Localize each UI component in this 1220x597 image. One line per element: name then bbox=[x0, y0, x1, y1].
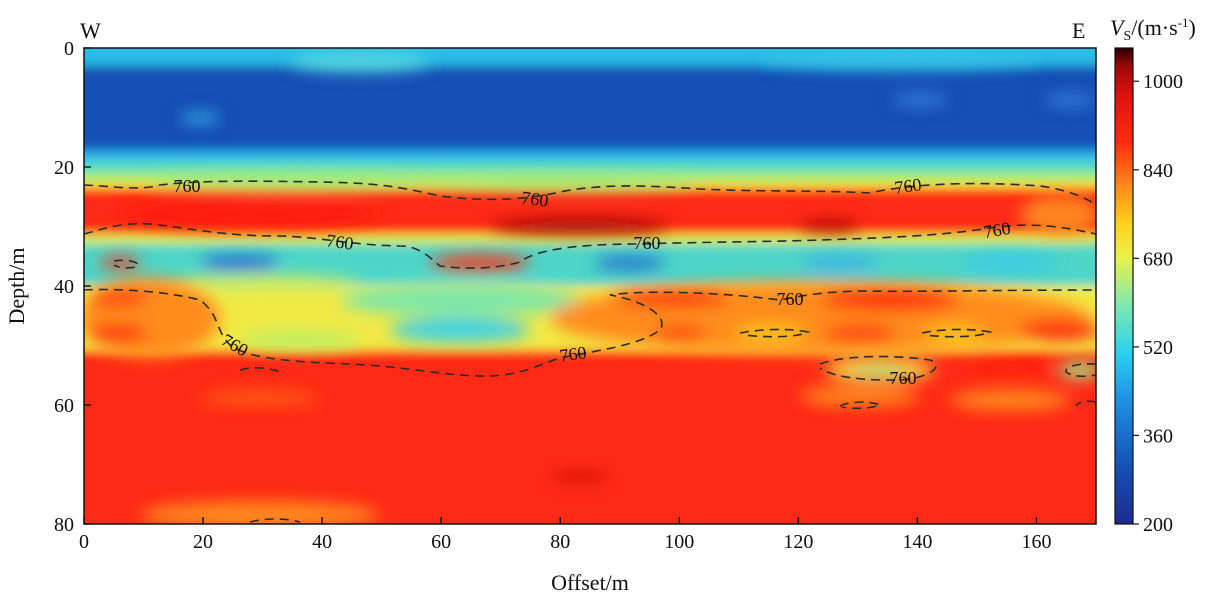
colorbar-title: VS/(m·s-1) bbox=[1110, 15, 1196, 44]
colorbar-title-sub: S bbox=[1123, 29, 1131, 44]
y-tick-label: 40 bbox=[54, 276, 74, 298]
y-tick-label: 80 bbox=[54, 514, 74, 536]
contour-lower-left bbox=[84, 288, 1096, 377]
colorbar-tick-label: 520 bbox=[1143, 337, 1173, 359]
y-tick-label: 0 bbox=[64, 38, 74, 60]
colorbar-tick-label: 360 bbox=[1143, 425, 1173, 447]
colorbar-title-close: ) bbox=[1189, 15, 1196, 40]
colorbar-tick-label: 200 bbox=[1143, 514, 1173, 536]
colorbar-tick-label: 840 bbox=[1143, 160, 1173, 182]
colorbar: 1000 840 680 520 360 200 VS/(m·s-1) bbox=[1110, 15, 1196, 536]
colorbar-tick-label: 680 bbox=[1143, 248, 1173, 270]
x-tick-label: 100 bbox=[664, 531, 694, 553]
contour-label-760: 760 bbox=[634, 233, 661, 253]
colorbar-tick-label: 1000 bbox=[1143, 71, 1183, 93]
x-tick-label: 80 bbox=[550, 531, 570, 553]
y-axis: 0 20 40 60 80 bbox=[54, 38, 91, 536]
x-tick-label: 40 bbox=[312, 531, 332, 553]
contour-label-760: 760 bbox=[520, 187, 550, 211]
contour-lower-left-loop bbox=[239, 367, 281, 373]
y-axis-title: Depth/m bbox=[4, 248, 29, 325]
colorbar-title-unit: /(m·s bbox=[1131, 15, 1177, 40]
contour-label-760: 760 bbox=[777, 289, 804, 309]
contour-loop-c bbox=[819, 355, 937, 381]
colorbar-title-exp: -1 bbox=[1178, 15, 1189, 30]
contour-label-760: 760 bbox=[325, 230, 355, 254]
contour-label-760: 760 bbox=[174, 176, 201, 196]
contour-label-760: 760 bbox=[890, 368, 917, 388]
x-tick-label: 20 bbox=[193, 531, 213, 553]
colorbar-title-var: V bbox=[1110, 15, 1126, 40]
contour-760-lines bbox=[84, 180, 1096, 523]
direction-east-label: E bbox=[1072, 18, 1085, 43]
contour-right-edge-b bbox=[1075, 400, 1096, 407]
contour-label-760: 760 bbox=[558, 342, 588, 366]
y-tick-label: 60 bbox=[54, 395, 74, 417]
contour-loop-a bbox=[739, 328, 811, 338]
colorbar-ticks: 1000 840 680 520 360 200 bbox=[1133, 71, 1183, 536]
colorbar-scale bbox=[1114, 47, 1134, 525]
contour-right-edge bbox=[1065, 363, 1096, 378]
contour-label-760: 760 bbox=[893, 174, 923, 198]
y-tick-label: 20 bbox=[54, 157, 74, 179]
contour-bottom-left bbox=[249, 518, 301, 523]
x-axis-title: Offset/m bbox=[551, 570, 629, 595]
x-tick-label: 0 bbox=[79, 531, 89, 553]
x-tick-label: 120 bbox=[783, 531, 813, 553]
contour-upper-bottom bbox=[84, 222, 1096, 269]
velocity-field bbox=[84, 48, 1096, 524]
contour-loop-b bbox=[921, 328, 993, 338]
contour-label-760: 760 bbox=[982, 218, 1012, 242]
x-tick-label: 60 bbox=[431, 531, 451, 553]
x-tick-label: 140 bbox=[902, 531, 932, 553]
x-axis: 0 20 40 60 80 100 120 140 160 bbox=[79, 517, 1051, 553]
x-tick-label: 160 bbox=[1021, 531, 1051, 553]
direction-west-label: W bbox=[80, 18, 101, 43]
